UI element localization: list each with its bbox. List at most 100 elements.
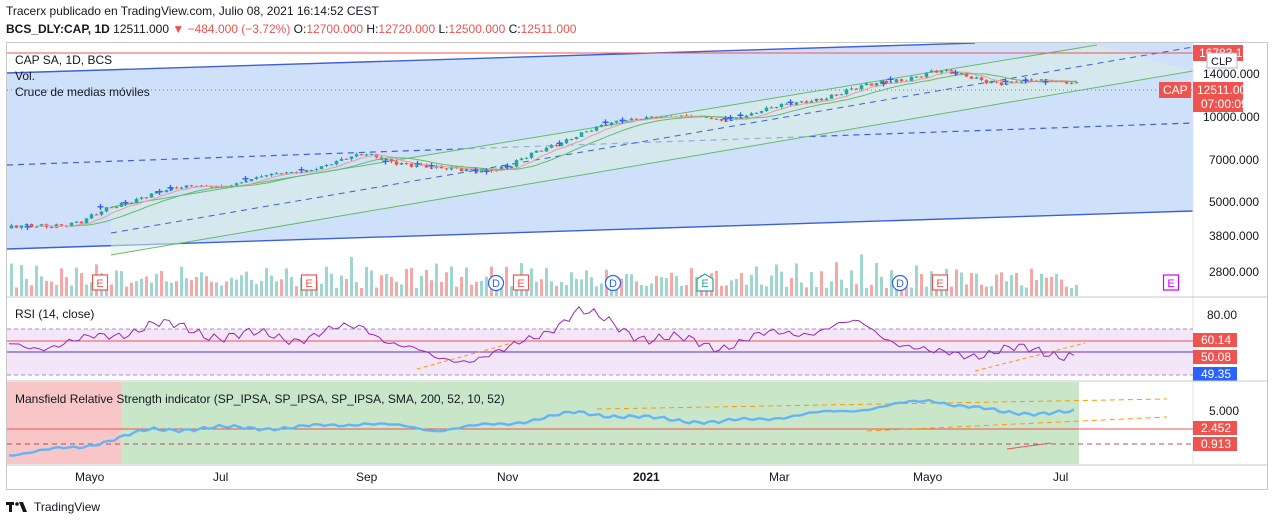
event-badge[interactable]: D <box>604 274 622 292</box>
candle-body <box>14 225 19 228</box>
rsi-line[interactable] <box>8 305 1075 363</box>
candle-body <box>824 98 829 101</box>
volume-bar <box>765 286 768 296</box>
candle-body <box>764 107 769 112</box>
volume-bar <box>905 287 908 296</box>
candle-body <box>119 202 124 207</box>
rsi-trendline-2[interactable] <box>974 342 1086 372</box>
volume-bar <box>505 266 508 296</box>
currency-box[interactable] <box>1206 52 1238 69</box>
volume-bar <box>1075 284 1078 296</box>
candle-body <box>154 191 159 194</box>
volume-bar <box>630 274 633 296</box>
rsi-legend: RSI (14, close) <box>15 307 94 321</box>
volume-bar <box>235 279 238 296</box>
volume-bar <box>530 268 533 296</box>
candle-body <box>719 119 724 121</box>
volume-bar <box>460 277 463 296</box>
volume-bar <box>15 287 18 296</box>
candle-body <box>244 181 249 183</box>
candle-body <box>519 158 524 161</box>
event-badge[interactable]: D <box>487 274 505 292</box>
event-badge-label: E <box>1167 278 1174 290</box>
event-badge[interactable]: E <box>512 274 530 291</box>
candle-body <box>564 139 569 144</box>
volume-bar <box>595 286 598 296</box>
volume-bar <box>80 273 83 296</box>
volume-bar <box>265 268 268 296</box>
mrs-tag-b <box>1193 437 1237 451</box>
volume-bar <box>255 284 258 296</box>
volume-bar <box>920 274 923 296</box>
volume-bar <box>735 278 738 296</box>
candle-body <box>989 81 994 84</box>
candle-body <box>639 119 644 121</box>
footer-brand: TradingView <box>34 500 101 514</box>
mrs-line[interactable] <box>8 398 1075 457</box>
candle-body <box>614 120 619 123</box>
volume-bar <box>575 278 578 296</box>
event-badge[interactable]: E <box>1162 274 1180 291</box>
event-badge[interactable]: E <box>300 274 318 291</box>
volume-bar <box>415 287 418 296</box>
volume-bar <box>750 275 753 296</box>
mrs-trendline-3[interactable] <box>1006 442 1052 450</box>
green-lower-line[interactable] <box>110 70 1194 256</box>
candle-body <box>429 167 434 169</box>
candle-body <box>339 158 344 161</box>
time-tick-8: Jul <box>1053 470 1068 484</box>
volume-bar <box>995 274 998 296</box>
candle-body <box>74 221 79 223</box>
volume-bar <box>635 281 638 296</box>
price-tick-1: 14000.000 <box>1203 67 1260 81</box>
candle-body <box>579 132 584 137</box>
candle-body <box>264 175 269 177</box>
ma-cross-marker: + <box>414 157 421 171</box>
rsi-trendline-1[interactable] <box>416 342 513 370</box>
volume-bar <box>1060 279 1063 296</box>
event-badge[interactable]: E <box>91 274 109 291</box>
event-badge[interactable]: E <box>931 274 949 291</box>
volume-bar <box>775 264 778 296</box>
volume-bar <box>850 270 853 296</box>
ohlc-line: BCS_DLY:CAP, 1D 12511.000 ▼ −484.000 (−3… <box>6 22 576 36</box>
volume-bar <box>1005 281 1008 296</box>
ma-cross-marker: + <box>483 164 490 178</box>
candle-body <box>364 154 369 156</box>
last-price-tag-timer: 07:00:09 <box>1201 97 1248 111</box>
event-badge-label: E <box>936 278 943 290</box>
ma-cross-marker: + <box>24 220 31 234</box>
rsi-tag-b-text: 50.08 <box>1201 350 1231 364</box>
channel-upper-line[interactable] <box>6 42 976 74</box>
volume-bar <box>670 272 673 296</box>
channel-lower-line[interactable] <box>6 210 1194 250</box>
volume-bar <box>360 287 363 296</box>
ma-cross-marker: + <box>727 111 734 125</box>
candle-body <box>724 120 729 122</box>
price-tick-6: 2800.000 <box>1209 265 1259 279</box>
ma-cross-marker: + <box>1022 74 1029 88</box>
rsi-tick-80: 80.00 <box>1207 308 1237 322</box>
candle-body <box>314 169 319 171</box>
volume-bar <box>865 287 868 296</box>
event-badge[interactable]: E <box>696 273 714 292</box>
green-mid-line[interactable] <box>110 46 1194 234</box>
volume-bar <box>410 267 413 296</box>
candle-body <box>599 124 604 127</box>
currency-label[interactable]: CLP <box>1211 56 1232 68</box>
volume-bar <box>380 275 383 296</box>
volume-bar <box>150 282 153 296</box>
event-badge[interactable]: D <box>891 274 909 292</box>
candle-body <box>459 168 464 172</box>
volume-bar <box>545 267 548 296</box>
candle-body <box>574 136 579 140</box>
symbol-tag <box>1159 82 1191 98</box>
volume-bar <box>55 284 58 296</box>
green-channel[interactable] <box>111 45 1193 255</box>
candle-body <box>504 166 509 169</box>
volume-bar <box>160 270 163 296</box>
volume-bar <box>810 272 813 296</box>
